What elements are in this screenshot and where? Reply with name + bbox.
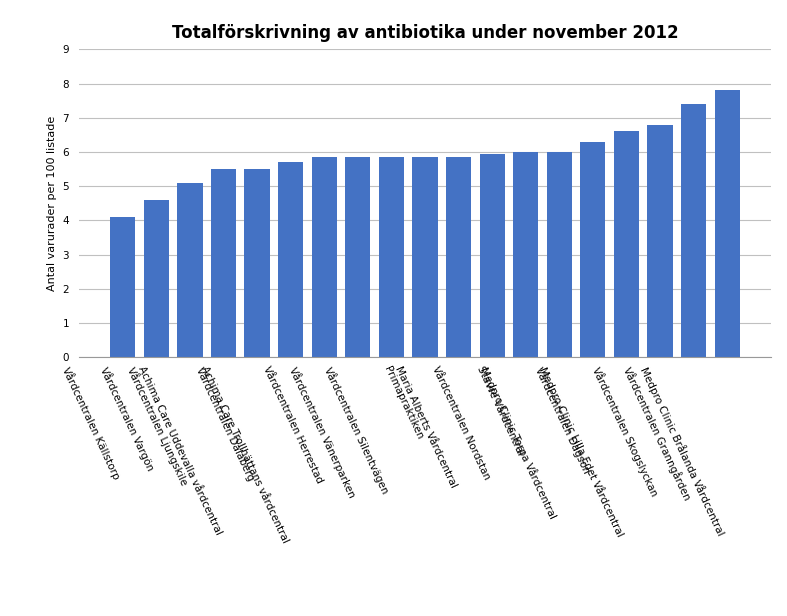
Bar <box>312 157 337 357</box>
Bar <box>379 157 404 357</box>
Bar <box>446 157 471 357</box>
Bar <box>177 183 202 357</box>
Bar <box>412 157 438 357</box>
Bar <box>245 169 270 357</box>
Bar <box>278 162 303 357</box>
Bar <box>614 131 639 357</box>
Bar <box>479 153 504 357</box>
Bar <box>648 124 673 357</box>
Title: Totalförskrivning av antibiotika under november 2012: Totalförskrivning av antibiotika under n… <box>172 24 678 42</box>
Y-axis label: Antal varurader per 100 listade: Antal varurader per 100 listade <box>46 116 57 291</box>
Bar <box>715 91 740 357</box>
Bar <box>211 169 236 357</box>
Bar <box>580 142 605 357</box>
Bar <box>144 200 169 357</box>
Bar <box>681 104 706 357</box>
Bar <box>513 152 538 357</box>
Bar <box>110 217 135 357</box>
Bar <box>345 157 371 357</box>
Bar <box>547 152 572 357</box>
